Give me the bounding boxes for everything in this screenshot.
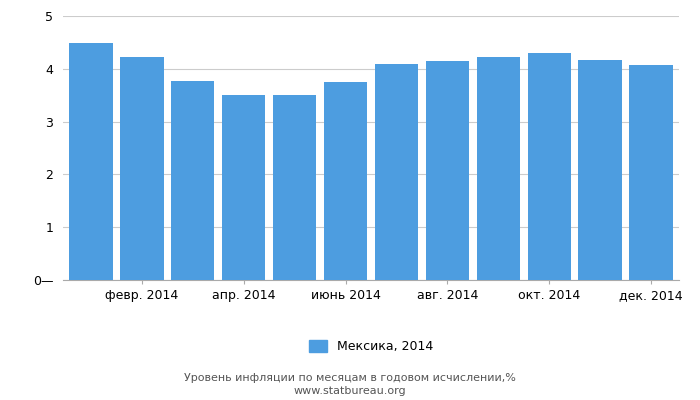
- Bar: [69, 44, 113, 280]
- Legend: Мексика, 2014: Мексика, 2014: [304, 335, 438, 358]
- Bar: [273, 95, 316, 280]
- Bar: [477, 57, 520, 280]
- Bar: [578, 60, 622, 280]
- Text: www.statbureau.org: www.statbureau.org: [294, 386, 406, 396]
- Text: Уровень инфляции по месяцам в годовом исчислении,%: Уровень инфляции по месяцам в годовом ис…: [184, 373, 516, 383]
- Bar: [374, 64, 418, 280]
- Bar: [629, 64, 673, 280]
- Bar: [120, 57, 164, 280]
- Bar: [528, 53, 570, 280]
- Bar: [222, 95, 265, 280]
- Bar: [172, 82, 214, 280]
- Bar: [324, 82, 368, 280]
- Bar: [426, 62, 469, 280]
